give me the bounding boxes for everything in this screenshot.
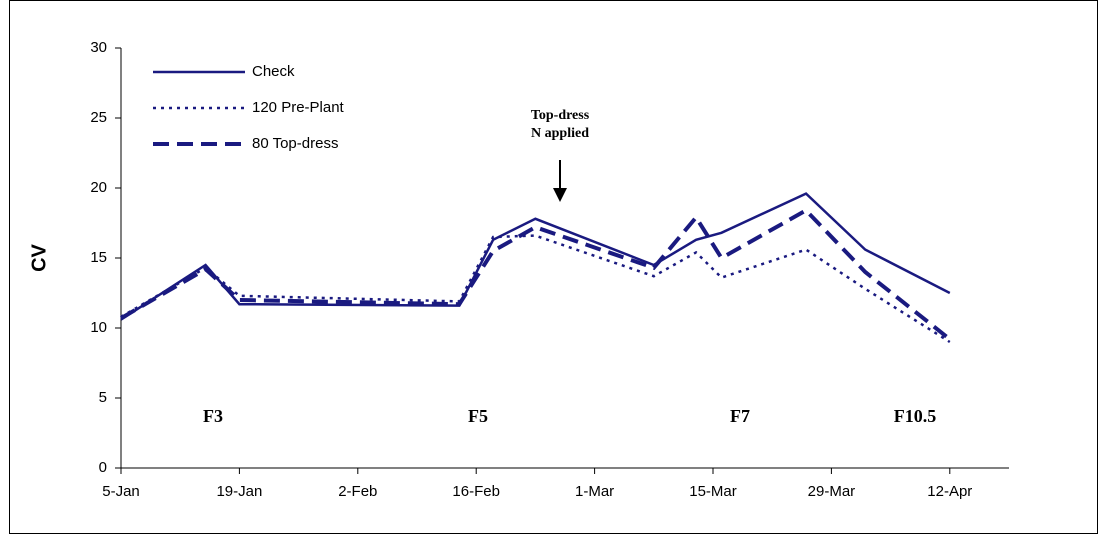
y-tick-label: 30 — [90, 39, 107, 56]
arrow-note: N applied — [531, 126, 589, 141]
y-tick-label: 25 — [90, 109, 107, 126]
chart-border — [9, 0, 1098, 534]
y-tick-label: 20 — [90, 179, 107, 196]
y-tick-label: 15 — [90, 249, 107, 266]
y-tick-label: 5 — [99, 389, 107, 406]
stage-label: F7 — [730, 406, 750, 426]
x-tick-label: 2-Feb — [338, 483, 377, 500]
x-tick-label: 12-Apr — [927, 483, 972, 500]
arrow-head — [553, 188, 567, 202]
x-tick-label: 29-Mar — [808, 483, 856, 500]
legend-label: 120 Pre-Plant — [252, 99, 345, 116]
y-tick-label: 0 — [99, 459, 107, 476]
x-tick-label: 15-Mar — [689, 483, 737, 500]
y-tick-label: 10 — [90, 319, 107, 336]
stage-label: F3 — [203, 406, 223, 426]
y-axis-label: CV — [28, 243, 50, 271]
series-line — [119, 207, 952, 341]
legend-label: Check — [252, 63, 295, 80]
series-line — [120, 234, 951, 344]
x-tick-label: 16-Feb — [452, 483, 500, 500]
x-tick-label: 5-Jan — [102, 483, 140, 500]
legend-label: 80 Top-dress — [252, 135, 338, 152]
stage-label: F10.5 — [894, 406, 937, 426]
stage-label: F5 — [468, 406, 488, 426]
series-line — [120, 192, 951, 321]
x-tick-label: 19-Jan — [216, 483, 262, 500]
x-tick-label: 1-Mar — [575, 483, 614, 500]
arrow-note: Top-dress — [531, 108, 590, 123]
